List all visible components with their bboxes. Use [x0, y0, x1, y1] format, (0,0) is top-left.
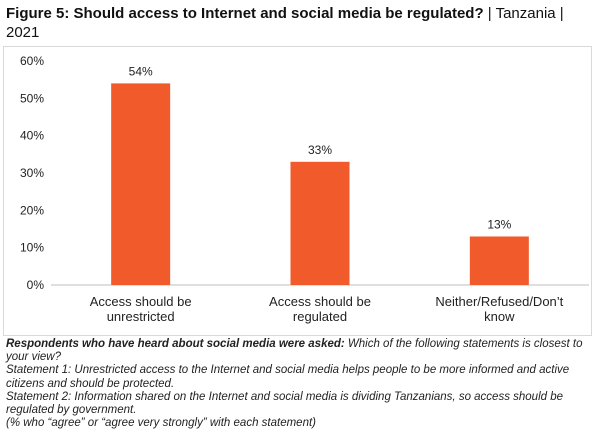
y-tick-label: 20% [20, 203, 44, 217]
bar-chart: 0%10%20%30%40%50%60%54%Access should beu… [20, 54, 589, 324]
data-label: 54% [129, 64, 153, 78]
y-tick-label: 30% [20, 166, 44, 180]
x-category-label: unrestricted [107, 309, 175, 324]
x-category-label: Access should be [90, 294, 192, 309]
y-tick-label: 10% [20, 241, 44, 255]
x-category-label: Neither/Refused/Don’t [435, 294, 563, 309]
bar [111, 83, 171, 286]
survey-question: Respondents who have heard about social … [6, 338, 590, 364]
x-category-label: regulated [293, 309, 347, 324]
footnote: (% who “agree” or “agree very strongly” … [6, 417, 316, 430]
data-label: 33% [308, 143, 332, 157]
figure-title-context: | Tanzania | 2021 [6, 5, 564, 41]
survey-question-lead: Respondents who have heard about social … [6, 338, 345, 350]
chart-frame: 0% 10% 20% 30% 40% 50% 60% 54% Access should be u… [3, 46, 592, 336]
y-tick-label: 40% [20, 129, 44, 143]
x-category-label: know [484, 309, 515, 324]
y-tick-label: 60% [20, 54, 44, 68]
statement-1: Statement 1: Unrestricted access to the … [6, 364, 570, 390]
x-category-label: Access should be [269, 294, 371, 309]
y-tick-label: 0% [27, 278, 45, 292]
figure-title: Figure 5: Should access to Internet and … [6, 4, 590, 42]
statement-2: Statement 2: Information shared on the I… [6, 390, 564, 417]
bar [290, 161, 350, 285]
chart-notes: Respondents who have heard about social … [6, 338, 590, 430]
data-label: 13% [487, 217, 511, 231]
y-tick-label: 50% [20, 91, 44, 105]
bar [469, 236, 529, 285]
survey-question-text: Which of the following statements is clo… [6, 338, 583, 364]
figure-title-main: Figure 5: Should access to Internet and … [6, 5, 484, 22]
